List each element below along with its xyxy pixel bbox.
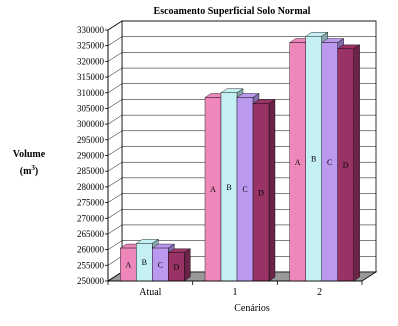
x-axis-categories: Atual 1 2	[107, 280, 363, 298]
bar-D-2: D	[337, 44, 361, 282]
y-tick-label: 310000	[77, 88, 105, 98]
y-tick-label: 300000	[77, 119, 105, 129]
y-tick-label: 290000	[77, 151, 105, 161]
bar-series-label: C	[242, 185, 247, 194]
y-tick-label: 305000	[77, 103, 105, 113]
y-tick-label: 315000	[77, 72, 105, 82]
x-category-label: 1	[233, 287, 238, 298]
y-tick-label: 330000	[77, 25, 105, 35]
bar-series-label: A	[125, 261, 131, 270]
y-tick-label: 285000	[77, 166, 105, 176]
bar-series-label: D	[343, 161, 349, 170]
bar-series-label: B	[226, 183, 231, 192]
y-tick-label: 260000	[77, 245, 105, 255]
bar-series-label: C	[158, 261, 163, 270]
y-tick-label: 250000	[77, 276, 105, 286]
y-tick-label: 295000	[77, 135, 105, 145]
y-tick-label: 265000	[77, 229, 105, 239]
x-axis-title: Cenários	[234, 303, 270, 314]
y-tick-label: 275000	[77, 198, 105, 208]
bar-side	[353, 44, 360, 282]
bar-series-label: A	[210, 185, 216, 194]
y-axis-ticks: 250000 255000 260000 265000 270000 275000 2800…	[77, 25, 109, 286]
y-axis-title: Volume	[13, 149, 46, 160]
bar-D-Atual: D	[167, 248, 191, 282]
chart-title: Escoamento Superficial Solo Normal	[154, 6, 311, 17]
y-axis-unit-close: )	[35, 166, 38, 177]
y-tick-label: 325000	[77, 41, 105, 51]
bar-series-label: B	[142, 258, 147, 267]
bars: A B C D A B C D A B C D	[119, 31, 361, 282]
y-axis-unit: (m3)	[20, 164, 39, 177]
bar-series-label: D	[173, 263, 179, 272]
y-tick-label: 320000	[77, 56, 105, 66]
y-axis-unit-open: (m	[20, 166, 32, 177]
bar-series-label: C	[327, 158, 332, 167]
bar-series-label: D	[258, 188, 264, 197]
bar-side	[268, 99, 276, 282]
bar-series-label: A	[295, 158, 301, 167]
y-tick-label: 255000	[77, 260, 105, 270]
bar-series-label: B	[311, 155, 316, 164]
y-tick-label: 270000	[77, 213, 105, 223]
y-axis-unit-sup: 3	[31, 164, 35, 172]
y-tick-label: 280000	[77, 182, 105, 192]
x-category-label: 2	[317, 287, 322, 298]
x-category-label: Atual	[139, 287, 161, 298]
bar-D-1: D	[252, 99, 276, 282]
gridline	[107, 36, 376, 46]
gridline	[107, 20, 376, 31]
bar-side	[184, 248, 191, 282]
